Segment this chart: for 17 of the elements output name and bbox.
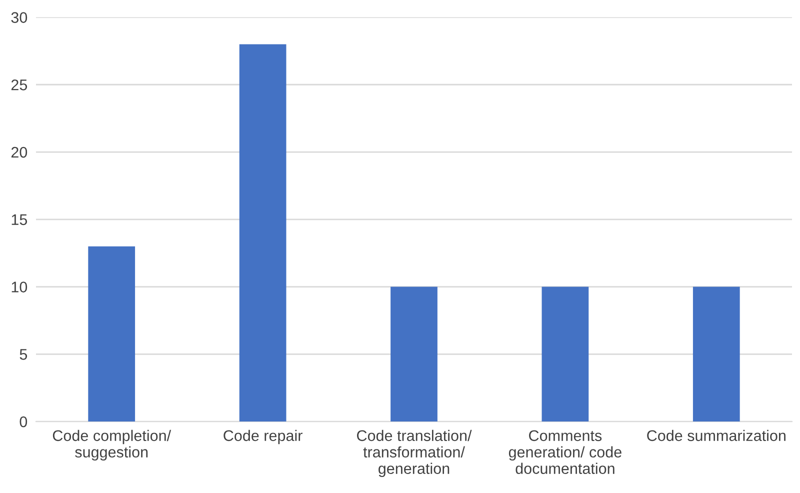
bar <box>88 246 136 422</box>
x-tick-label: Code translation/ transformation/ generation <box>357 430 472 477</box>
x-tick-label: Comments generation/ code documentation <box>508 430 622 474</box>
y-tick-label: 10 <box>12 282 28 292</box>
x-tick-label: Code completion/ suggestion <box>52 430 172 461</box>
bar <box>390 286 438 422</box>
bar <box>239 44 286 422</box>
x-tick-label: Code repair <box>224 430 302 444</box>
y-tick-label: 20 <box>11 146 28 158</box>
y-tick-label: 15 <box>12 214 28 226</box>
bar <box>692 286 740 422</box>
y-tick-label: 30 <box>11 12 28 23</box>
y-tick-label: 5 <box>20 349 28 360</box>
x-tick-label: Code summarization <box>647 430 786 442</box>
y-tick-label: 25 <box>11 80 28 90</box>
bar <box>542 286 589 422</box>
y-tick-label: 0 <box>20 416 28 428</box>
